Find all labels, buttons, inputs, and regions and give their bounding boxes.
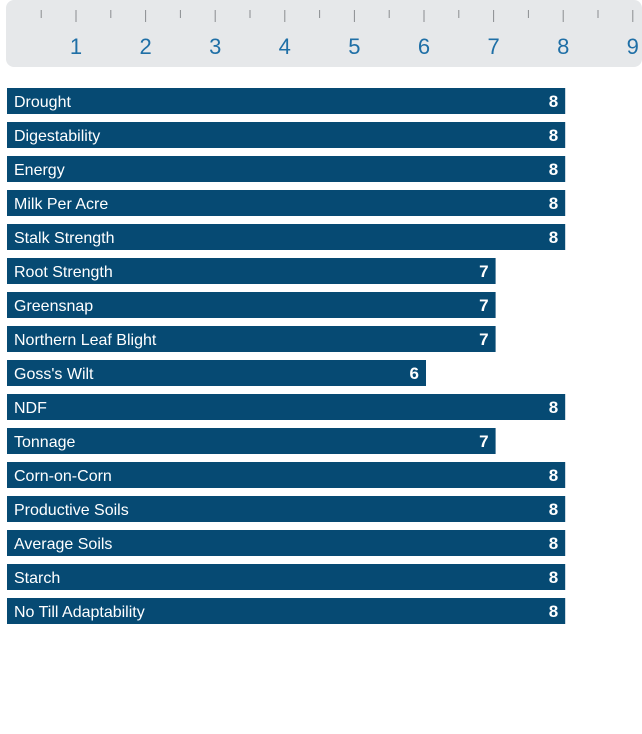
bar (7, 530, 566, 556)
bar-value: 8 (549, 398, 558, 417)
bar-value: 7 (479, 432, 488, 451)
bar-row: Greensnap 7 (7, 292, 496, 318)
bar (7, 360, 426, 386)
tick-label-5: 5 (348, 34, 360, 59)
bar-row: Northern Leaf Blight 7 (7, 326, 496, 352)
bar-label: Tonnage (14, 434, 75, 451)
bar-value: 8 (549, 92, 558, 111)
bar (7, 564, 566, 590)
bar-value: 8 (549, 466, 558, 485)
tick-label-6: 6 (418, 34, 430, 59)
scale-background (6, 0, 642, 67)
bar-value: 8 (549, 602, 558, 621)
bar-label: Corn-on-Corn (14, 468, 112, 485)
tick-label-9: 9 (627, 34, 639, 59)
bar-row: Productive Soils 8 (7, 496, 566, 522)
bar (7, 428, 496, 454)
bar-label: Goss's Wilt (14, 366, 94, 383)
bar-value: 7 (479, 262, 488, 281)
bar-row: Corn-on-Corn 8 (7, 462, 566, 488)
bar (7, 122, 566, 148)
tick-label-7: 7 (487, 34, 499, 59)
bar (7, 190, 566, 216)
bar-value: 6 (410, 364, 419, 383)
tick-label-2: 2 (139, 34, 151, 59)
bar (7, 292, 496, 318)
bar (7, 496, 566, 522)
bar (7, 258, 496, 284)
bar (7, 156, 566, 182)
bar-row: Digestability 8 (7, 122, 566, 148)
tick-label-8: 8 (557, 34, 569, 59)
bar-label: Stalk Strength (14, 230, 115, 247)
bar-label: Energy (14, 162, 65, 179)
bar-label: Greensnap (14, 298, 93, 315)
bar-label: Average Soils (14, 536, 112, 553)
bar-value: 8 (549, 228, 558, 247)
bar-row: Average Soils 8 (7, 530, 566, 556)
bar-row: Root Strength 7 (7, 258, 496, 284)
scale-ticks: 1 2 3 4 5 6 7 8 9 (40, 10, 639, 59)
bar-row: Milk Per Acre 8 (7, 190, 566, 216)
bar-row: Drought 8 (7, 88, 566, 114)
bar-row: NDF 8 (7, 394, 566, 420)
bar-label: Northern Leaf Blight (14, 332, 157, 349)
bar-value: 8 (549, 126, 558, 145)
bar-row: Tonnage 7 (7, 428, 496, 454)
bar (7, 394, 566, 420)
bar-label: Milk Per Acre (14, 196, 108, 213)
tick-label-4: 4 (279, 34, 291, 59)
bar-label: No Till Adaptability (14, 604, 145, 621)
bar (7, 224, 566, 250)
tick-label-1: 1 (70, 34, 82, 59)
bar-row: Energy 8 (7, 156, 566, 182)
bar-label: Digestability (14, 128, 100, 145)
bar-row: Stalk Strength 8 (7, 224, 566, 250)
bar (7, 326, 496, 352)
bar (7, 88, 566, 114)
bar-label: Productive Soils (14, 502, 129, 519)
bar-row: No Till Adaptability 8 (7, 598, 566, 624)
bar (7, 462, 566, 488)
bar-value: 8 (549, 500, 558, 519)
tick-label-3: 3 (209, 34, 221, 59)
bar-value: 8 (549, 160, 558, 179)
bar-label: Root Strength (14, 264, 113, 281)
bar-value: 8 (549, 194, 558, 213)
bar-label: Drought (14, 94, 71, 111)
bar-value: 8 (549, 568, 558, 587)
bar-row: Starch 8 (7, 564, 566, 590)
bar-row: Goss's Wilt 6 (7, 360, 426, 386)
bar-value: 7 (479, 296, 488, 315)
bar-value: 8 (549, 534, 558, 553)
bar-value: 7 (479, 330, 488, 349)
bar-label: NDF (14, 400, 47, 417)
bar (7, 598, 566, 624)
bar-label: Starch (14, 570, 60, 587)
